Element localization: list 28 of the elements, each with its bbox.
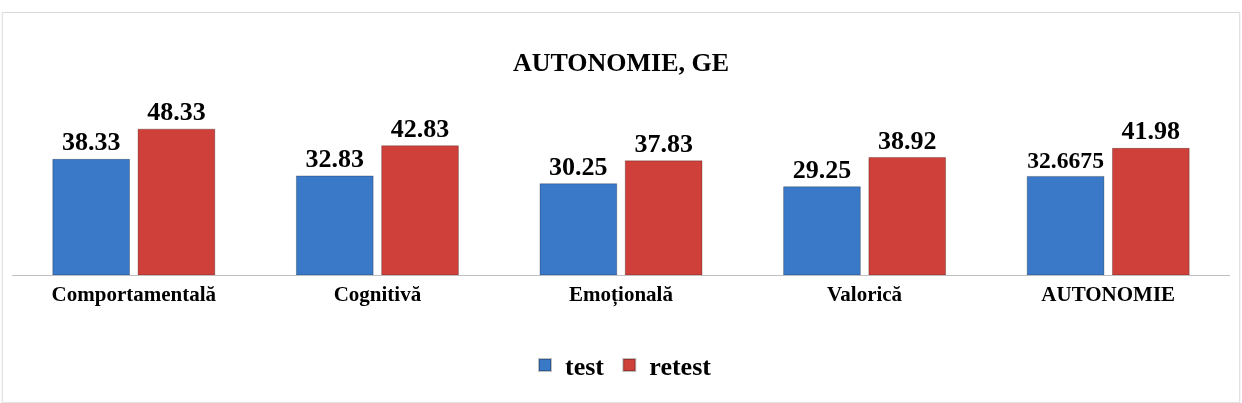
data-label: 32.6675 [1027,146,1104,173]
bar [295,175,374,275]
x-tick-label: Comportamentală [51,282,217,307]
legend-label: retest [649,352,712,382]
x-tick-label: Emoțională [569,282,674,308]
data-label: 37.83 [634,128,693,158]
data-label: 38.33 [61,127,121,157]
data-label: 29.25 [792,154,852,184]
bar [137,128,216,275]
bar [624,160,703,275]
bar [381,145,459,275]
data-label: 48.33 [147,97,206,127]
bar [1111,147,1190,275]
data-label: 42.83 [390,113,450,143]
bar [868,157,947,275]
legend-label: test [565,352,605,382]
bar [539,183,618,275]
data-label: 30.25 [549,151,608,181]
data-label: 32.83 [305,143,365,173]
bar [783,186,861,275]
data-label: 38.92 [877,125,937,155]
bar [52,158,131,275]
x-tick-label: AUTONOMIE [1041,282,1176,307]
x-tick-label: Cognitivă [333,282,422,307]
bar [1026,175,1105,275]
x-tick-label: Valorică [827,282,903,307]
chart-title: AUTONOMIE, GE [512,47,730,77]
data-label: 41.98 [1121,116,1181,146]
